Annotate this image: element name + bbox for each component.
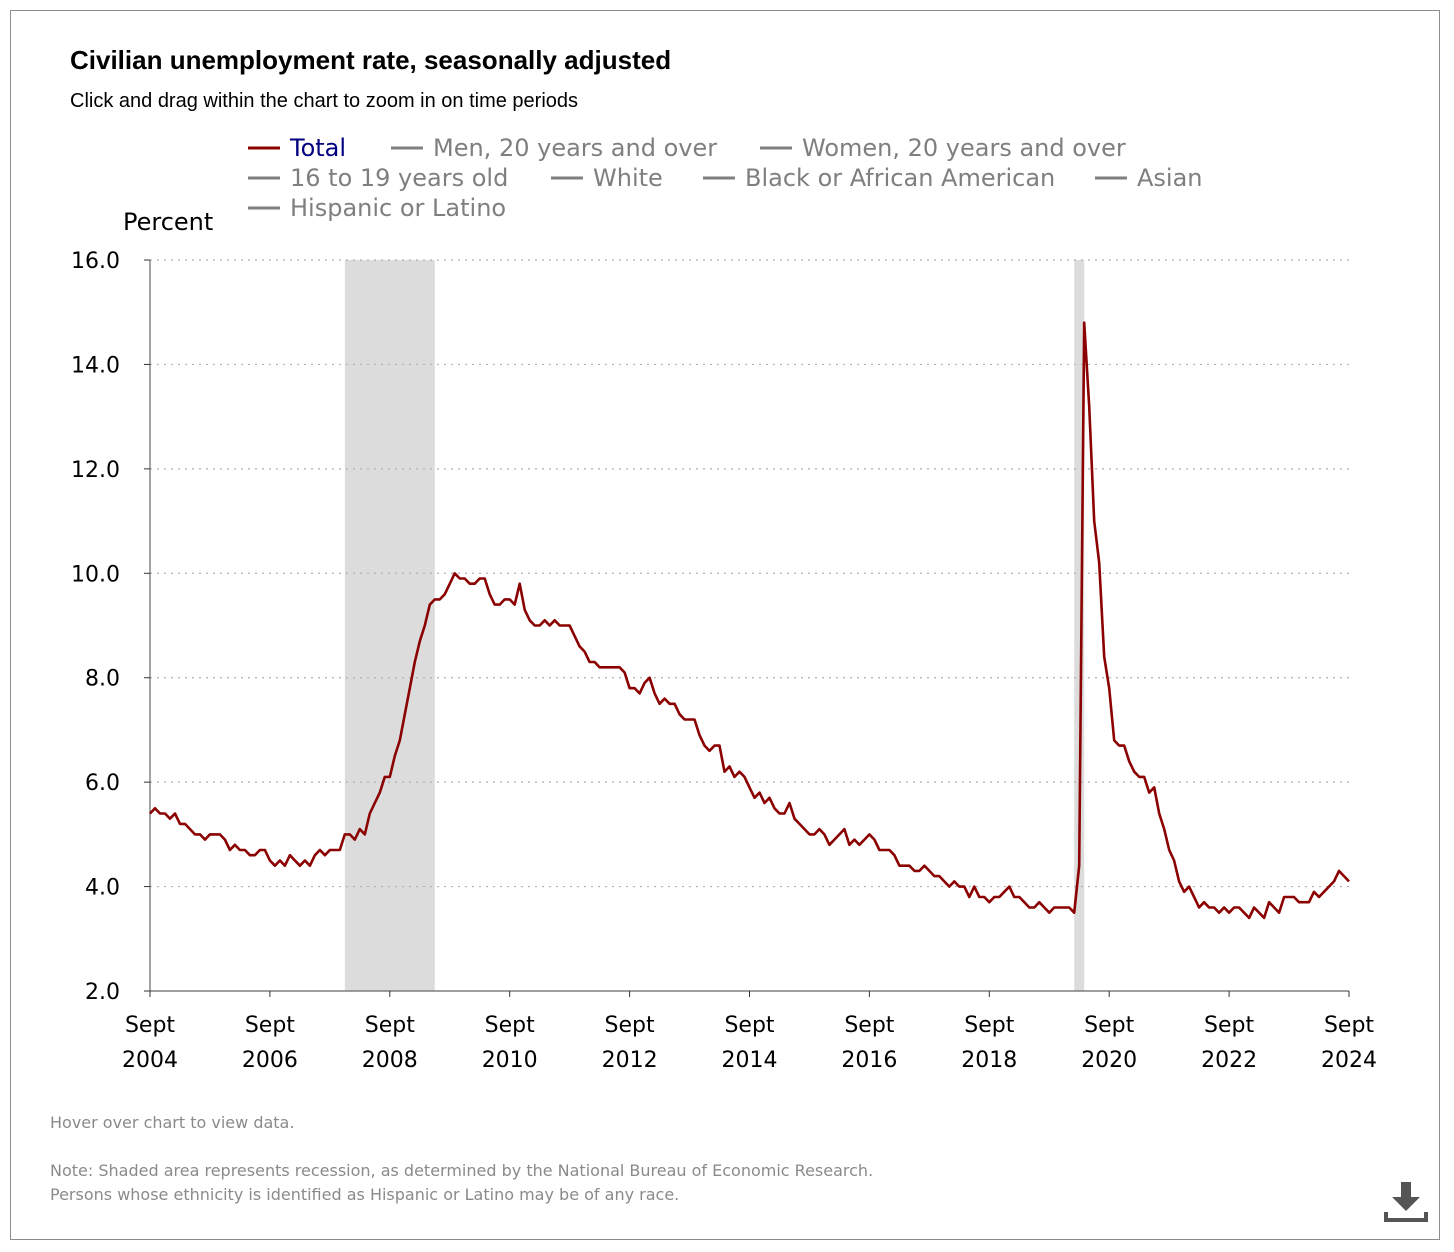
legend-item[interactable]: Asian [1095,164,1203,192]
recession-band [344,260,435,991]
x-tick-label: 2020 [1081,1048,1137,1073]
legend-label: White [593,164,663,192]
x-tick-label: Sept [964,1013,1014,1038]
y-tick-label: 2.0 [85,980,120,1005]
x-tick-label: 2008 [362,1048,418,1073]
y-tick-label: 8.0 [85,667,120,692]
legend-label: 16 to 19 years old [290,164,508,192]
series-line-total[interactable] [149,321,1350,920]
y-ticks: 2.0 4.0 6.0 8.0 10.0 12.0 14.0 16.0 [71,249,150,1005]
legend-label: Women, 20 years and over [802,134,1126,162]
x-tick-label: Sept [125,1013,175,1038]
x-tick-label: 2010 [482,1048,538,1073]
y-tick-label: 14.0 [71,353,120,378]
chart-frame [10,10,1440,1240]
x-tick-label: 2006 [242,1048,298,1073]
legend-label: Asian [1137,164,1203,192]
legend-item[interactable]: Women, 20 years and over [760,134,1126,162]
ethnicity-note: Persons whose ethnicity is identified as… [50,1185,680,1204]
x-tick-label: 2022 [1201,1048,1257,1073]
gridlines [150,259,1349,888]
x-tick-label: Sept [365,1013,415,1038]
x-tick-label: 2014 [722,1048,778,1073]
legend-label: Hispanic or Latino [290,194,506,222]
x-tick-label: 2004 [122,1048,178,1073]
legend-label: Black or African American [745,164,1055,192]
download-icon [1384,1182,1428,1222]
x-tick-label: Sept [1324,1013,1374,1038]
legend-item[interactable]: Men, 20 years and over [391,134,717,162]
x-tick-label: 2016 [841,1048,897,1073]
legend-item[interactable]: Black or African American [703,164,1055,192]
x-tick-label: Sept [485,1013,535,1038]
y-tick-label: 12.0 [71,458,120,483]
y-tick-label: 4.0 [85,876,120,901]
series-lines[interactable] [149,321,1350,920]
x-tick-label: Sept [844,1013,894,1038]
recession-note: Note: Shaded area represents recession, … [50,1161,874,1180]
x-tick-label: Sept [605,1013,655,1038]
legend-item[interactable]: Hispanic or Latino [248,194,506,222]
y-tick-label: 10.0 [71,562,120,587]
y-axis-label: Percent [123,208,213,236]
x-tick-label: Sept [724,1013,774,1038]
x-tick-label: Sept [245,1013,295,1038]
legend-label: Men, 20 years and over [433,134,717,162]
legend: Total Men, 20 years and over Women, 20 yea… [248,134,1203,222]
x-tick-label: 2012 [602,1048,658,1073]
chart-title: Civilian unemployment rate, seasonally a… [70,45,672,75]
chart-subtitle: Click and drag within the chart to zoom … [70,90,579,112]
recession-shading [344,260,1085,991]
legend-item[interactable]: White [551,164,663,192]
hover-note: Hover over chart to view data. [50,1113,295,1132]
recession-band [1074,260,1085,991]
x-tick-label: Sept [1204,1013,1254,1038]
y-tick-label: 16.0 [71,249,120,274]
legend-item[interactable]: 16 to 19 years old [248,164,508,192]
legend-label: Total [289,134,346,162]
legend-item[interactable]: Total [248,134,346,162]
x-tick-label: 2024 [1321,1048,1377,1073]
download-button[interactable] [1380,1178,1430,1228]
y-tick-label: 6.0 [85,771,120,796]
x-ticks: Sept 2004 Sept 2006 Sept 2008 Sept 2010 Sept 2012… [122,991,1377,1073]
axes [149,260,1349,992]
x-tick-label: Sept [1084,1013,1134,1038]
x-tick-label: 2018 [961,1048,1017,1073]
